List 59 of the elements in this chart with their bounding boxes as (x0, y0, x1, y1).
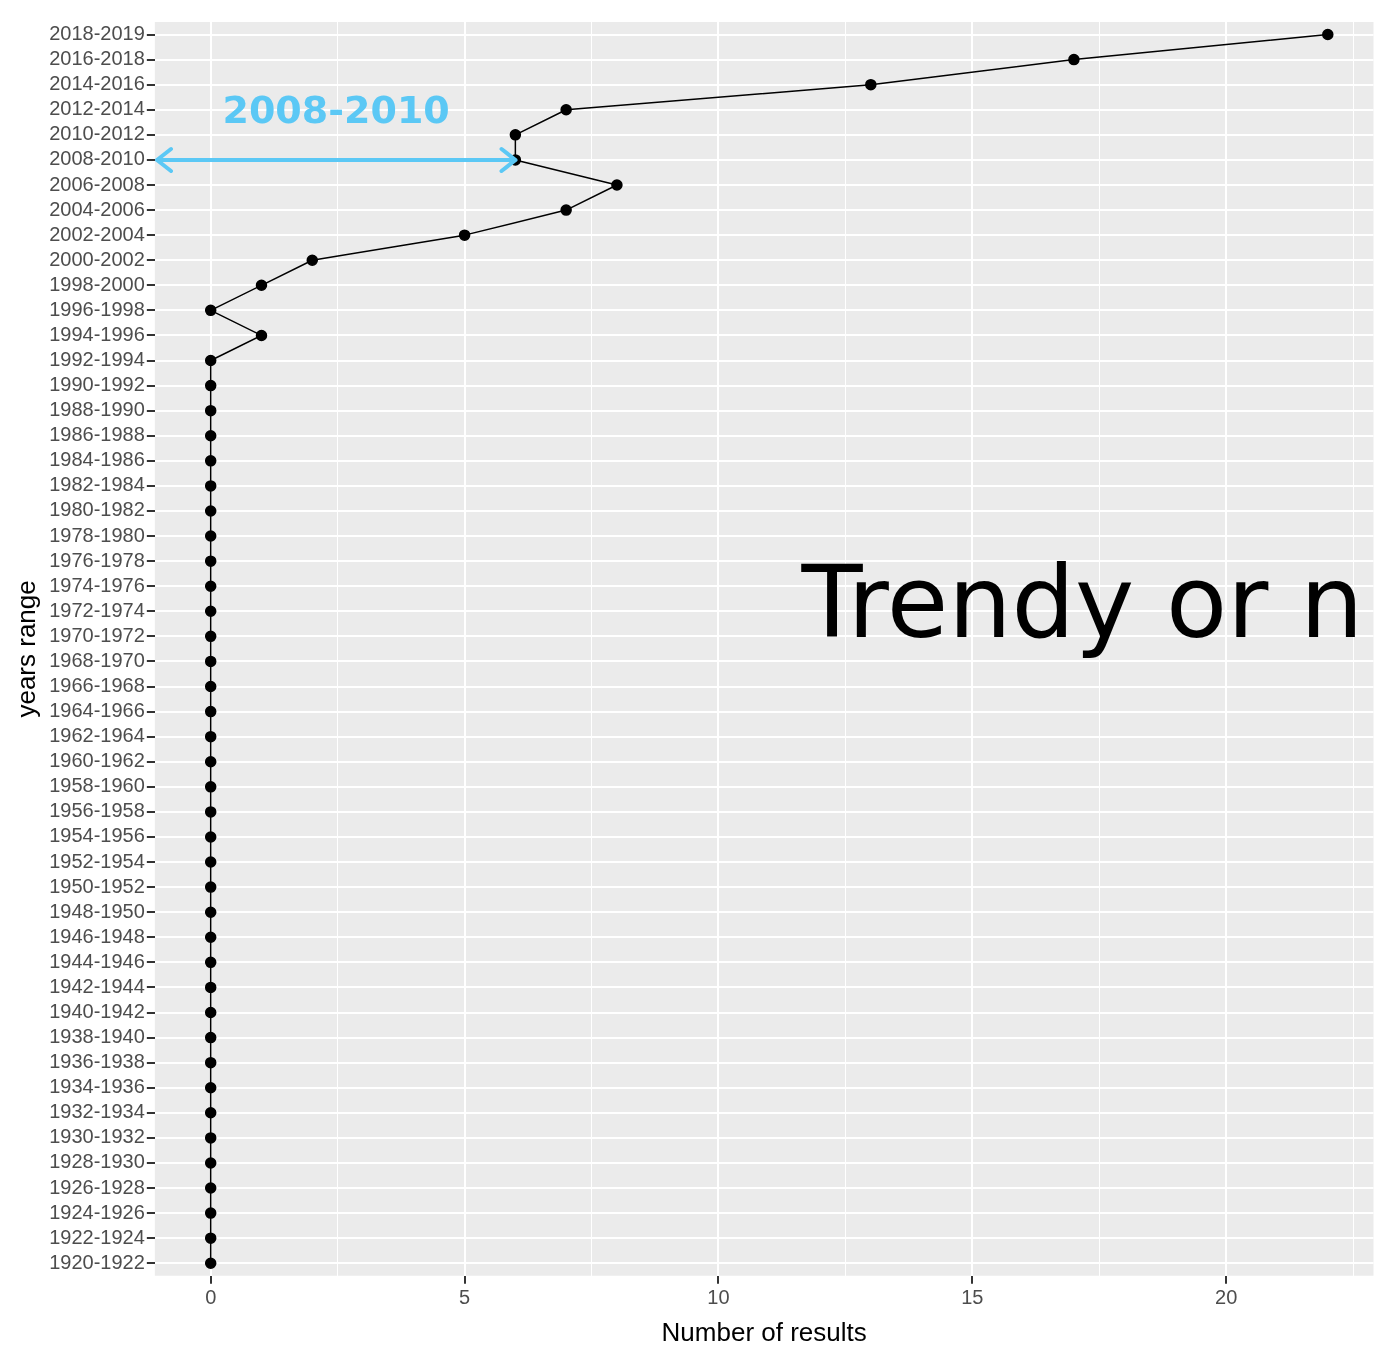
y-tick-label: 1932-1934 (49, 1100, 145, 1123)
x-tick-label: 15 (961, 1286, 984, 1309)
y-tick-label: 1956-1958 (49, 799, 145, 822)
y-axis-title: years range (10, 580, 41, 718)
y-tick-label: 1978-1980 (49, 523, 145, 546)
y-tick-label: 1986-1988 (49, 423, 145, 446)
y-tick-label: 1968-1970 (49, 648, 145, 671)
y-tick-label: 1938-1940 (49, 1025, 145, 1048)
x-tick-label: 10 (707, 1286, 730, 1309)
y-tick-label: 1930-1932 (49, 1125, 145, 1148)
y-tick-label: 1990-1992 (49, 373, 145, 396)
y-tick-label: 1922-1924 (49, 1225, 145, 1248)
annotation: 2008-2010 (222, 87, 450, 132)
y-tick-label: 2012-2014 (49, 97, 145, 120)
y-tick-label: 1936-1938 (49, 1050, 145, 1073)
y-tick-label: 1934-1936 (49, 1075, 145, 1098)
y-tick-label: 2016-2018 (49, 47, 145, 70)
y-tick-label: 1940-1942 (49, 1000, 145, 1023)
y-tick-label: 1950-1952 (49, 874, 145, 897)
y-tick-label: 1920-1922 (49, 1250, 145, 1273)
y-tick-label: 1976-1978 (49, 548, 145, 571)
y-tick-label: 1960-1962 (49, 749, 145, 772)
y-tick-label: 2004-2006 (49, 197, 145, 220)
y-tick-label: 1972-1974 (49, 598, 145, 621)
x-axis-title: Number of results (661, 1316, 867, 1347)
y-tick-label: 1980-1982 (49, 498, 145, 521)
y-tick-label: 2018-2019 (49, 22, 145, 45)
y-tick-label: 1994-1996 (49, 322, 145, 345)
y-tick-label: 2008-2010 (49, 147, 145, 170)
y-tick-label: 1982-1984 (49, 473, 145, 496)
y-tick-label: 1974-1976 (49, 573, 145, 596)
y-tick-label: 1996-1998 (49, 297, 145, 320)
x-tick-label: 20 (1215, 1286, 1238, 1309)
y-tick-label: 1946-1948 (49, 924, 145, 947)
x-tick-label: 0 (205, 1286, 217, 1309)
y-tick-label: 1988-1990 (49, 398, 145, 421)
y-tick-label: 1954-1956 (49, 824, 145, 847)
y-tick-label: 1944-1946 (49, 949, 145, 972)
y-tick-label: 1962-1964 (49, 724, 145, 747)
y-tick-label: 1948-1950 (49, 899, 145, 922)
y-tick-label: 1970-1972 (49, 623, 145, 646)
y-tick-label: 1928-1930 (49, 1150, 145, 1173)
annotation: Trendy or n (800, 544, 1364, 662)
x-tick-label: 5 (459, 1286, 471, 1309)
y-tick-label: 2006-2008 (49, 172, 145, 195)
y-tick-label: 1984-1986 (49, 448, 145, 471)
y-tick-label: 1952-1954 (49, 849, 145, 872)
y-tick-label: 2010-2012 (49, 122, 145, 145)
y-tick-label: 1926-1928 (49, 1175, 145, 1198)
y-tick-label: 1964-1966 (49, 699, 145, 722)
y-tick-label: 1966-1968 (49, 674, 145, 697)
y-tick-label: 2002-2004 (49, 222, 145, 245)
y-tick-label: 1924-1926 (49, 1200, 145, 1223)
y-tick-label: 2014-2016 (49, 72, 145, 95)
y-tick-label: 1942-1944 (49, 974, 145, 997)
y-tick-label: 2000-2002 (49, 247, 145, 270)
y-tick-label: 1958-1960 (49, 774, 145, 797)
y-tick-label: 1998-2000 (49, 272, 145, 295)
y-tick-label: 1992-1994 (49, 348, 145, 371)
